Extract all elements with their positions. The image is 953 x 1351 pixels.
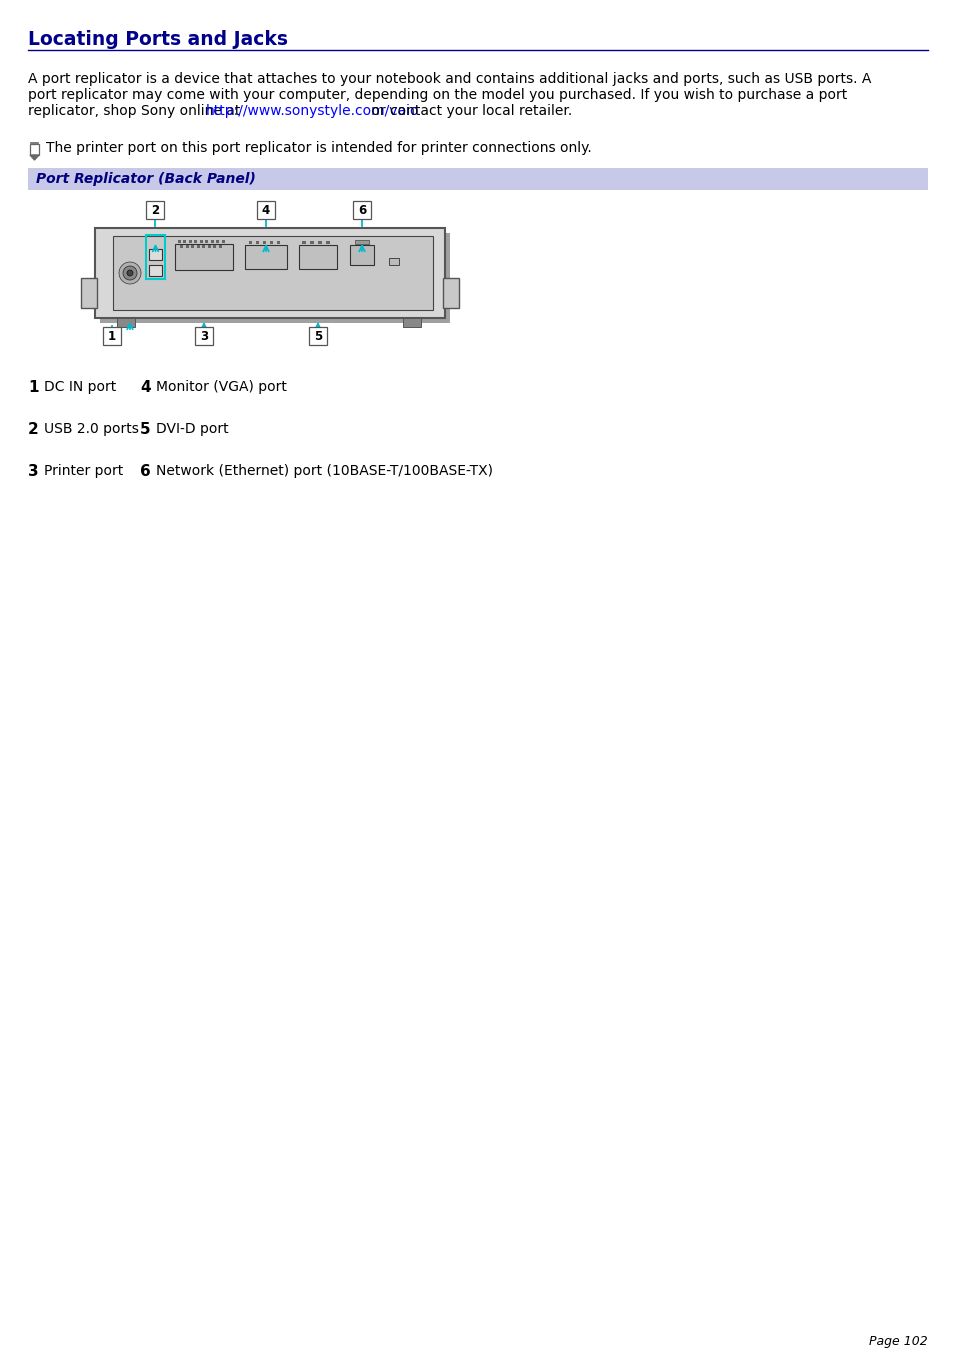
- Bar: [200, 240, 203, 243]
- Bar: [28, 168, 927, 190]
- Text: Locating Ports and Jacks: Locating Ports and Jacks: [28, 30, 288, 49]
- Text: 1: 1: [28, 380, 38, 394]
- Bar: [270, 240, 273, 245]
- Bar: [353, 201, 371, 219]
- Bar: [256, 201, 274, 219]
- Bar: [81, 278, 97, 308]
- Bar: [196, 245, 200, 249]
- Text: DC IN port: DC IN port: [44, 380, 116, 394]
- Text: DVI-D port: DVI-D port: [156, 422, 229, 436]
- Bar: [389, 258, 398, 265]
- Bar: [255, 240, 258, 245]
- Bar: [174, 245, 233, 270]
- Bar: [298, 245, 336, 269]
- Text: 4: 4: [262, 204, 270, 216]
- Text: A port replicator is a device that attaches to your notebook and contains additi: A port replicator is a device that attac…: [28, 72, 870, 86]
- Bar: [263, 240, 266, 245]
- Bar: [317, 240, 322, 245]
- Bar: [216, 240, 219, 243]
- Bar: [100, 232, 450, 323]
- Bar: [180, 245, 183, 249]
- Text: 2: 2: [28, 422, 39, 436]
- Bar: [208, 245, 211, 249]
- Bar: [178, 240, 181, 243]
- Text: http://www.sonystyle.com/vaio: http://www.sonystyle.com/vaio: [206, 104, 418, 118]
- Bar: [350, 245, 374, 265]
- Bar: [222, 240, 225, 243]
- Text: Printer port: Printer port: [44, 463, 123, 478]
- Bar: [205, 240, 209, 243]
- Bar: [249, 240, 252, 245]
- Circle shape: [127, 270, 132, 276]
- Bar: [302, 240, 306, 245]
- Bar: [149, 249, 162, 259]
- Text: replicator, shop Sony online at: replicator, shop Sony online at: [28, 104, 245, 118]
- Bar: [146, 201, 164, 219]
- Text: port replicator may come with your computer, depending on the model you purchase: port replicator may come with your compu…: [28, 88, 846, 101]
- Text: USB 2.0 ports: USB 2.0 ports: [44, 422, 139, 436]
- Polygon shape: [30, 155, 39, 159]
- Text: Page 102: Page 102: [868, 1335, 927, 1348]
- Circle shape: [119, 262, 141, 284]
- Text: 2: 2: [151, 204, 159, 216]
- Text: or contact your local retailer.: or contact your local retailer.: [366, 104, 571, 118]
- Bar: [326, 240, 330, 245]
- Bar: [194, 240, 197, 243]
- Bar: [355, 240, 369, 245]
- Bar: [310, 240, 314, 245]
- Bar: [103, 327, 121, 345]
- Text: 5: 5: [140, 422, 151, 436]
- Bar: [245, 245, 287, 269]
- Bar: [442, 278, 458, 308]
- Text: Port Replicator (Back Panel): Port Replicator (Back Panel): [36, 172, 255, 186]
- Bar: [219, 245, 222, 249]
- Bar: [95, 228, 444, 317]
- Text: 5: 5: [314, 330, 322, 343]
- Text: The printer port on this port replicator is intended for printer connections onl: The printer port on this port replicator…: [46, 141, 591, 155]
- Bar: [117, 317, 135, 327]
- Text: Monitor (VGA) port: Monitor (VGA) port: [156, 380, 287, 394]
- Bar: [183, 240, 186, 243]
- Bar: [186, 245, 189, 249]
- Bar: [194, 327, 213, 345]
- Bar: [402, 317, 420, 327]
- Text: 1: 1: [108, 330, 116, 343]
- Bar: [192, 245, 194, 249]
- Bar: [213, 245, 216, 249]
- Bar: [30, 145, 39, 155]
- Bar: [149, 265, 162, 276]
- Bar: [202, 245, 205, 249]
- Bar: [189, 240, 192, 243]
- Text: 4: 4: [140, 380, 151, 394]
- Text: 6: 6: [357, 204, 366, 216]
- Text: 3: 3: [28, 463, 38, 480]
- Bar: [112, 236, 433, 309]
- Text: Network (Ethernet) port (10BASE-T/100BASE-TX): Network (Ethernet) port (10BASE-T/100BAS…: [156, 463, 493, 478]
- Circle shape: [123, 266, 137, 280]
- Bar: [309, 327, 327, 345]
- Text: 6: 6: [140, 463, 151, 480]
- Bar: [211, 240, 213, 243]
- Text: 3: 3: [200, 330, 208, 343]
- Bar: [276, 240, 280, 245]
- Bar: [146, 235, 165, 280]
